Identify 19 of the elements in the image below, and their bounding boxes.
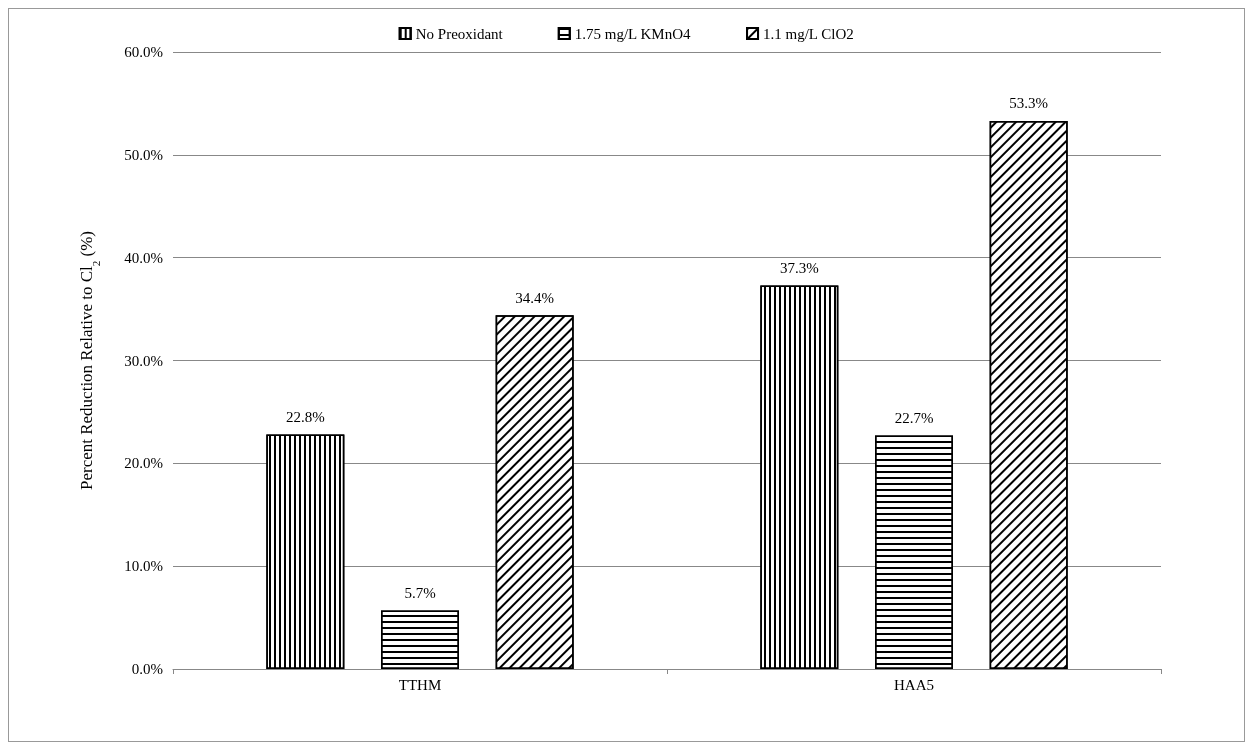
data-label: 22.7% [894,410,934,427]
y-tick-label: 30.0% [124,352,163,369]
data-label: 37.3% [779,259,819,276]
y-tick-label: 60.0% [124,44,163,60]
y-tick-label: 50.0% [124,146,163,163]
data-label: 5.7% [404,584,436,601]
data-label: 53.3% [1009,95,1049,112]
legend-label: 1.75 mg/L KMnO4 [574,25,691,42]
y-axis-title: Percent Reduction Relative to Cl2 (%) [77,230,102,491]
legend-label: No Preoxidant [415,25,504,42]
data-label: 22.8% [285,409,325,426]
x-tick-label: TTHM [398,676,442,693]
y-tick-label: 40.0% [124,249,163,266]
data-label: 34.4% [515,289,555,306]
y-tick-label: 20.0% [124,455,163,472]
y-tick-label: 10.0% [124,558,163,575]
y-tick-label: 0.0% [131,661,163,677]
x-tick-label: HAA5 [894,676,934,693]
legend-label: 1.1 mg/L ClO2 [763,25,854,42]
